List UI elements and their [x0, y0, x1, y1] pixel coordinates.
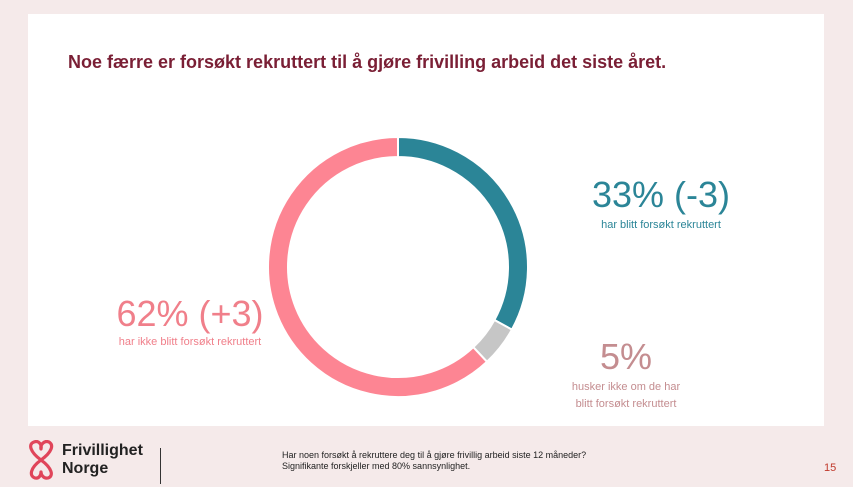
callout-dont-remember-label-1: husker ikke om de har [571, 381, 681, 393]
footnote-significance: Signifikante forskjeller med 80% sannsyn… [282, 461, 471, 471]
logo-line-1: Frivillighet [62, 442, 143, 459]
callout-not-recruited-value: 62% (+3) [116, 293, 264, 334]
slide-title: Noe færre er forsøkt rekruttert til å gj… [68, 52, 667, 72]
callout-recruited-value: 33% (-3) [591, 174, 731, 215]
callout-dont-remember-label-2: blitt forsøkt rekruttert [575, 398, 677, 410]
callout-dont-remember: 5% husker ikke om de har blitt forsøkt r… [536, 337, 716, 411]
logo-line-2: Norge [62, 460, 109, 477]
callout-not-recruited: 62% (+3) har ikke blitt forsøkt rekrutte… [90, 294, 290, 349]
logo-wordmark: Frivillighet Norge [62, 442, 143, 478]
slide: Noe færre er forsøkt rekruttert til å gj… [28, 14, 824, 426]
page-number: 15 [824, 462, 837, 474]
donut-slice-0 [397, 135, 529, 331]
footnote: Har noen forsøkt å rekruttere deg til å … [282, 450, 586, 472]
donut-chart [267, 135, 529, 398]
callout-not-recruited-label: har ikke blitt forsøkt rekruttert [118, 336, 262, 348]
footer: Frivillighet Norge Har noen forsøkt å re… [0, 426, 853, 487]
callout-recruited: 33% (-3) har blitt forsøkt rekruttert [576, 175, 746, 232]
donut-slice-2 [267, 135, 489, 398]
logo-divider [160, 448, 161, 484]
callout-dont-remember-value: 5% [599, 336, 653, 377]
frivillighet-norge-logo-icon [29, 440, 54, 480]
footnote-question: Har noen forsøkt å rekruttere deg til å … [282, 450, 587, 460]
callout-recruited-label: har blitt forsøkt rekruttert [601, 219, 721, 231]
